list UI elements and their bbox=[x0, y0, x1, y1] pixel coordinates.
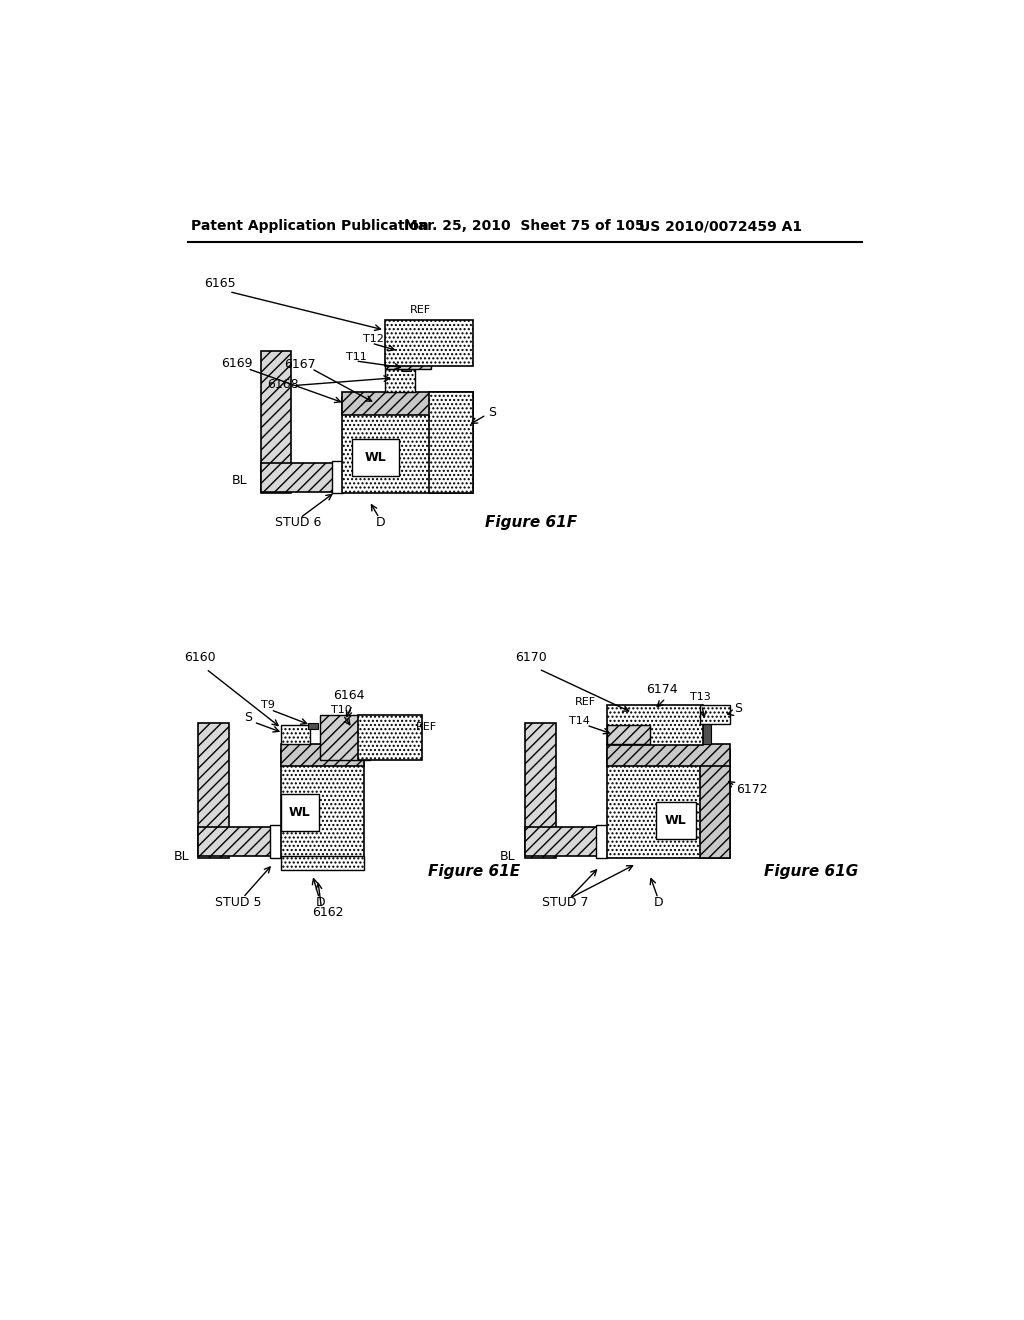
Bar bbox=[385, 346, 431, 368]
Text: WL: WL bbox=[365, 451, 386, 465]
Text: US 2010/0072459 A1: US 2010/0072459 A1 bbox=[639, 219, 802, 234]
Bar bbox=[281, 795, 319, 832]
Bar bbox=[352, 440, 398, 477]
Text: Figure 61E: Figure 61E bbox=[428, 863, 520, 879]
Text: D: D bbox=[376, 516, 385, 529]
Bar bbox=[700, 705, 730, 725]
Bar bbox=[199, 723, 229, 858]
Bar bbox=[281, 744, 364, 766]
Bar bbox=[358, 715, 422, 760]
Text: T13: T13 bbox=[690, 693, 711, 702]
Bar bbox=[607, 705, 703, 744]
Bar bbox=[700, 721, 711, 744]
Text: 6174: 6174 bbox=[646, 684, 678, 696]
Text: D: D bbox=[654, 896, 664, 908]
Bar bbox=[385, 321, 473, 367]
Bar bbox=[199, 826, 271, 855]
Text: S: S bbox=[734, 702, 742, 715]
Bar bbox=[524, 723, 556, 858]
Text: 6160: 6160 bbox=[184, 651, 216, 664]
Bar bbox=[596, 825, 607, 858]
Bar bbox=[319, 715, 370, 760]
Bar bbox=[342, 392, 473, 414]
Text: 6168: 6168 bbox=[267, 378, 299, 391]
Text: 6162: 6162 bbox=[312, 907, 344, 920]
Text: BL: BL bbox=[232, 474, 248, 487]
Bar bbox=[281, 725, 310, 744]
Bar bbox=[333, 461, 343, 494]
Text: T14: T14 bbox=[569, 715, 590, 726]
Text: BL: BL bbox=[500, 850, 516, 862]
Text: BL: BL bbox=[174, 850, 189, 862]
Text: 6172: 6172 bbox=[736, 783, 768, 796]
Text: STUD 5: STUD 5 bbox=[215, 896, 262, 908]
Text: T12: T12 bbox=[364, 334, 384, 345]
Bar bbox=[401, 364, 411, 371]
Text: S: S bbox=[245, 711, 253, 723]
Text: STUD 6: STUD 6 bbox=[274, 516, 321, 529]
Text: WL: WL bbox=[289, 807, 311, 820]
Text: 6170: 6170 bbox=[515, 651, 547, 664]
Text: Mar. 25, 2010  Sheet 75 of 105: Mar. 25, 2010 Sheet 75 of 105 bbox=[403, 219, 644, 234]
Bar bbox=[270, 825, 281, 858]
Text: T9: T9 bbox=[261, 700, 275, 710]
Bar bbox=[385, 368, 416, 392]
Bar bbox=[261, 462, 335, 492]
Text: STUD 7: STUD 7 bbox=[542, 896, 588, 908]
Text: T10: T10 bbox=[331, 705, 351, 714]
Bar bbox=[261, 351, 291, 494]
Bar bbox=[281, 855, 364, 870]
Text: 6167: 6167 bbox=[285, 358, 316, 371]
Text: 6169: 6169 bbox=[221, 358, 253, 371]
Text: S: S bbox=[488, 407, 497, 418]
Bar bbox=[607, 750, 730, 858]
Text: REF: REF bbox=[410, 305, 431, 315]
Bar bbox=[342, 397, 473, 494]
Bar bbox=[307, 723, 318, 729]
Bar bbox=[655, 803, 695, 840]
Text: Patent Application Publication: Patent Application Publication bbox=[190, 219, 428, 234]
Bar bbox=[607, 744, 730, 766]
Text: WL: WL bbox=[665, 814, 687, 828]
Text: T11: T11 bbox=[346, 352, 367, 362]
Bar bbox=[607, 725, 649, 744]
Text: Figure 61G: Figure 61G bbox=[764, 863, 858, 879]
Text: 6165: 6165 bbox=[204, 277, 236, 290]
Text: Figure 61F: Figure 61F bbox=[484, 515, 577, 531]
Bar bbox=[281, 750, 364, 858]
Bar bbox=[524, 826, 598, 855]
Text: 6164: 6164 bbox=[333, 689, 365, 702]
Text: D: D bbox=[315, 896, 325, 908]
Text: REF: REF bbox=[574, 697, 596, 708]
Bar bbox=[429, 392, 473, 494]
Bar bbox=[700, 750, 730, 858]
Text: REF: REF bbox=[416, 722, 436, 731]
